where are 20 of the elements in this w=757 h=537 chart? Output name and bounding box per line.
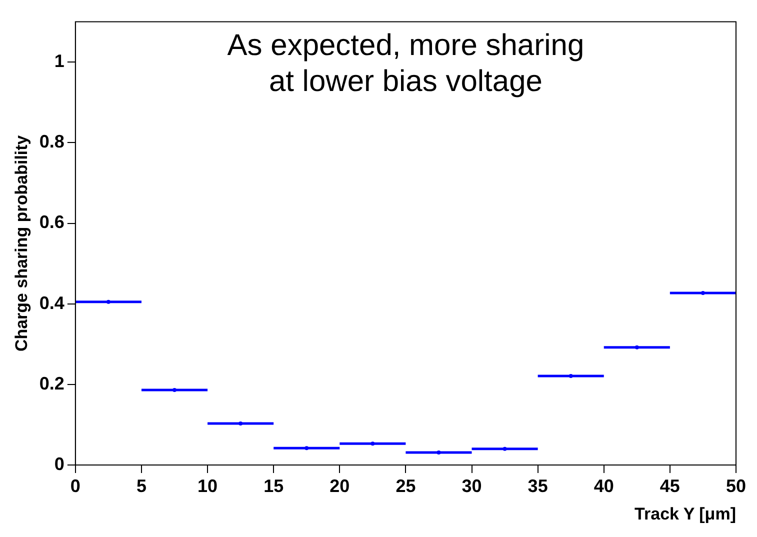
y-axis-title: Charge sharing probability <box>12 134 31 352</box>
x-tick-label: 0 <box>70 476 80 496</box>
x-tick-label: 45 <box>660 476 680 496</box>
x-tick-label: 5 <box>136 476 146 496</box>
x-axis-title: Track Y [μm] <box>634 504 736 524</box>
x-tick-label: 40 <box>594 476 614 496</box>
y-tick-label: 0.6 <box>39 212 64 232</box>
y-tick-label: 0.4 <box>39 292 64 313</box>
annotation: As expected, more sharing at lower bias voltage <box>227 29 584 98</box>
x-tick-label: 10 <box>198 476 218 496</box>
x-tick-label: 30 <box>462 476 482 496</box>
y-tick-label: 0.2 <box>39 373 64 394</box>
y-tick-label: 0.8 <box>39 132 64 152</box>
y-tick-label: 1 <box>54 51 64 72</box>
y-tick-label: 0 <box>54 454 64 474</box>
x-tick-label: 50 <box>726 476 746 496</box>
x-tick-label: 35 <box>528 476 548 496</box>
x-tick-label: 20 <box>330 476 350 496</box>
x-tick-label: 15 <box>264 476 284 496</box>
x-tick-label: 25 <box>396 476 416 496</box>
